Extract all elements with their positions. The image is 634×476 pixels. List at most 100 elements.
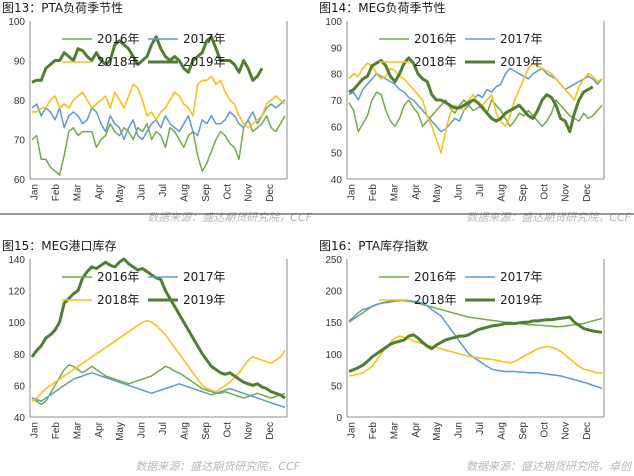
x-tick-label: Feb [51,422,62,440]
chart-title: 图16：PTA库存指数 [319,238,428,253]
legend-label-y2016: 2016年 [414,32,457,46]
x-tick-label: Dec [582,184,593,202]
legend-label-y2017: 2017年 [500,32,543,46]
y-tick-label: 60 [14,381,26,392]
series-line-y2017 [348,299,603,390]
x-tick-label: Jun [137,422,148,438]
series-line-y2016 [31,364,286,406]
series-line-y2019 [348,315,603,373]
legend-label-y2016: 2016年 [97,270,140,284]
y-tick-label: 60 [14,175,26,186]
series-line-y2019 [31,35,264,84]
x-tick-label: Jun [137,184,148,200]
y-tick-label: 0 [336,413,342,424]
x-tick-label: Apr [94,183,105,199]
chart-panel-pta-inventory-index: 图16：PTA库存指数 0 50 100 150 200 250 Jan Feb Mar Apr M… [317,238,634,476]
series-line-y2016 [348,299,603,328]
legend-label-y2018: 2018年 [97,293,140,307]
chart-source: 数据来源：盛达期货研究院，CCF [466,211,631,224]
y-tick-label: 100 [8,17,25,28]
chart-svg-meg-load: 图14：MEG负荷季节性 40 50 60 70 80 90 100 Jan Feb Mar Apr… [317,1,634,224]
legend-label-y2018: 2018年 [97,55,140,69]
x-tick-label: Oct [539,184,550,200]
x-tick-label: Nov [244,184,255,202]
x-tick-label: Jan [347,184,358,200]
x-tick-label: Aug [496,184,507,202]
x-tick-label: Jun [454,422,465,438]
legend-label-y2017: 2017年 [500,270,543,284]
legend-label-y2018: 2018年 [414,55,457,69]
series-line-y2016 [31,115,286,176]
x-tick-label: May [432,422,443,441]
x-tick-label: Sep [201,422,212,440]
y-tick-label: 60 [331,122,343,133]
chart-source: 数据来源：盛达期货研究院，CCF [147,211,312,224]
y-tick-label: 80 [331,70,343,81]
x-tick-label: Oct [539,422,550,438]
y-tick-label: 80 [14,350,26,361]
x-tick-label: Aug [496,422,507,440]
chart-panel-meg-port-inventory: 图15：MEG港口库存 40 60 80 100 120 140 Jan Feb Mar Apr M… [0,238,317,476]
x-tick-label: Jul [475,184,486,197]
x-tick-label: Aug [179,184,190,202]
legend-label-y2019: 2019年 [183,55,226,69]
chart-title: 图14：MEG负荷季节性 [319,1,446,15]
legend-label-y2019: 2019年 [500,55,543,69]
y-tick-label: 250 [325,255,342,266]
x-tick-label: Apr [411,421,422,437]
x-tick-label: Jan [30,184,41,200]
y-tick-label: 80 [14,96,26,107]
x-tick-label: Jan [30,422,41,438]
x-tick-label: Apr [411,183,422,199]
x-tick-label: May [432,184,443,203]
legend-label-y2019: 2019年 [500,293,543,307]
x-tick-label: Nov [561,184,572,202]
x-tick-label: Feb [51,184,62,202]
y-tick-label: 90 [14,57,26,68]
y-tick-label: 120 [8,287,25,298]
series-line-y2016 [348,91,603,133]
y-tick-label: 40 [331,175,343,186]
chart-svg-pta-load: 图13：PTA负荷季节性 60 70 80 90 100 Jan Feb Mar Apr May J… [0,1,317,224]
y-tick-label: 200 [325,287,342,298]
y-tick-label: 140 [8,255,25,266]
x-tick-label: Sep [518,422,529,440]
x-tick-label: Nov [244,422,255,440]
y-tick-label: 100 [8,318,25,329]
y-tick-label: 50 [331,381,343,392]
legend-label-y2019: 2019年 [183,293,226,307]
legend-label-y2016: 2016年 [414,270,457,284]
legend-label-y2017: 2017年 [183,270,226,284]
x-tick-label: Nov [561,422,572,440]
y-tick-label: 70 [14,136,26,147]
x-tick-label: Dec [582,422,593,440]
y-tick-label: 50 [331,149,343,160]
x-tick-label: Apr [94,421,105,437]
y-tick-label: 70 [331,96,343,107]
x-tick-label: Jan [347,422,358,438]
y-tick-label: 100 [325,350,342,361]
chart-panel-pta-load: 图13：PTA负荷季节性 60 70 80 90 100 Jan Feb Mar Apr May J… [0,0,317,238]
x-tick-label: Mar [72,183,83,201]
x-tick-label: Sep [518,184,529,202]
x-tick-label: Jul [475,422,486,435]
x-tick-label: Jul [158,184,169,197]
x-tick-label: May [115,422,126,441]
x-tick-label: Oct [222,184,233,200]
x-tick-label: Sep [201,184,212,202]
chart-svg-pta-inventory-index: 图16：PTA库存指数 0 50 100 150 200 250 Jan Feb Mar Apr M… [319,238,633,473]
series-line-y2017 [31,99,286,141]
y-tick-label: 150 [325,318,342,329]
y-tick-label: 40 [14,413,26,424]
series-line-y2018 [31,319,286,402]
y-tick-label: 90 [331,43,343,54]
x-tick-label: Mar [72,421,83,439]
series-line-y2018 [348,335,602,377]
series-line-y2019 [348,56,594,134]
series-line-y2018 [348,62,603,154]
legend-label-y2017: 2017年 [183,32,226,46]
legend-label-y2018: 2018年 [414,293,457,307]
chart-title: 图13：PTA负荷季节性 [2,1,123,15]
series-line-y2019 [30,257,286,400]
x-tick-label: Jul [158,422,169,435]
